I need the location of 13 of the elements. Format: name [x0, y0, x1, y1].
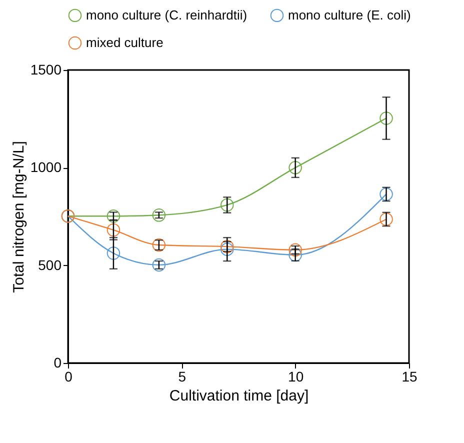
- y-tick-label: 1500: [30, 62, 62, 78]
- legend-label: mono culture (C. reinhardtii): [86, 7, 248, 22]
- x-tick-label: 10: [288, 368, 304, 384]
- y-tick-label: 500: [38, 256, 62, 273]
- x-axis-title: Cultivation time [day]: [169, 388, 309, 404]
- y-axis-title: Total nitrogen [mg-N/L]: [10, 141, 28, 293]
- x-tick-label: 0: [64, 368, 73, 384]
- legend-label: mono culture (E. coli): [288, 7, 411, 22]
- x-tick-label: 5: [178, 368, 186, 384]
- y-tick-label: 1000: [30, 159, 62, 176]
- y-tick-label: 0: [54, 354, 62, 370]
- legend-label: mixed culture: [86, 35, 164, 50]
- x-tick-label: 15: [402, 368, 418, 384]
